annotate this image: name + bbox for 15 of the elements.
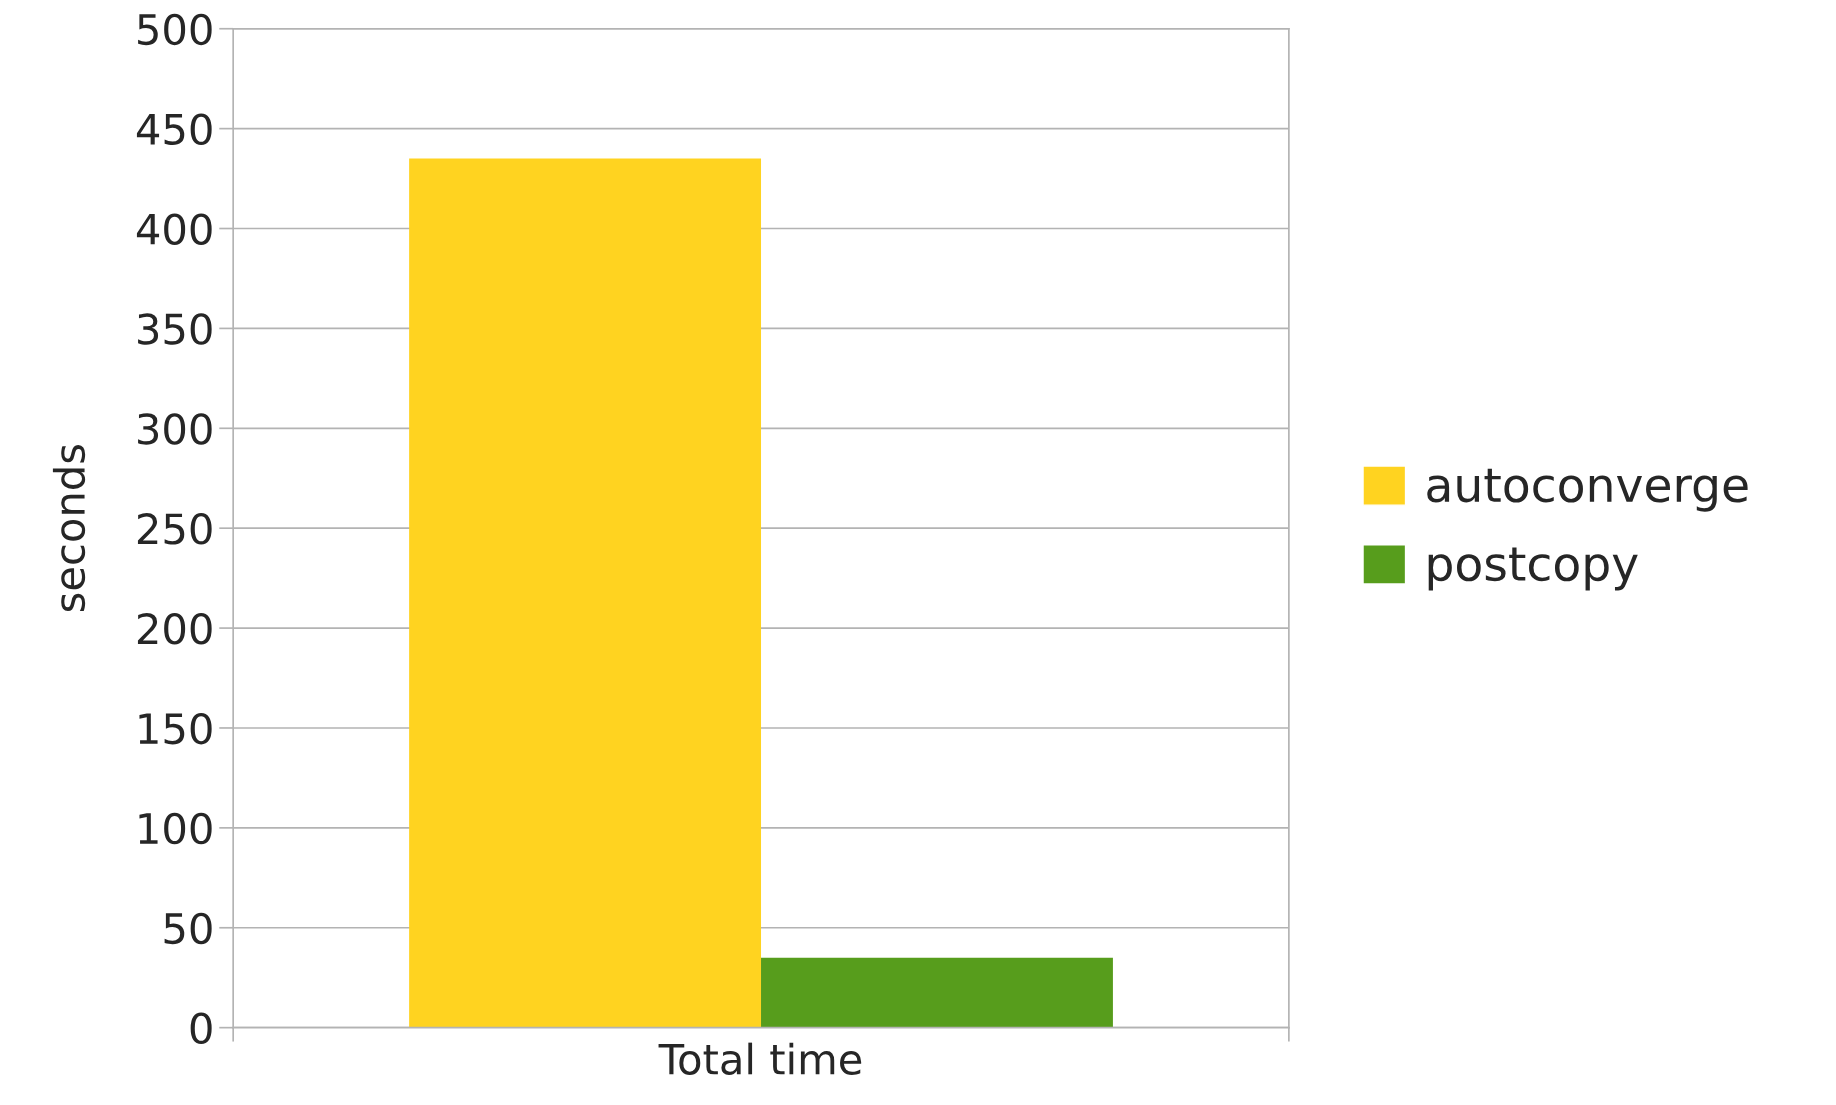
legend-label: autoconverge bbox=[1427, 468, 1748, 512]
y-tick-label: 450 bbox=[136, 113, 212, 146]
y-tick-label: 50 bbox=[164, 912, 212, 945]
y-tick-label: 100 bbox=[139, 812, 212, 845]
y-tick-label: 350 bbox=[138, 313, 212, 345]
y-tick-label: 500 bbox=[138, 13, 212, 46]
y-tick-label: 150 bbox=[139, 712, 212, 745]
y-tick-label: 250 bbox=[137, 513, 212, 545]
x-tick-label: Total time bbox=[658, 1042, 862, 1075]
y-tick-label: 400 bbox=[136, 213, 212, 245]
y-tick-label: 0 bbox=[190, 1012, 212, 1045]
y-axis-title: seconds bbox=[52, 445, 86, 612]
y-tick-label: 300 bbox=[138, 413, 212, 445]
legend-label: postcopy bbox=[1428, 547, 1638, 591]
y-tick-label: 200 bbox=[137, 612, 212, 645]
